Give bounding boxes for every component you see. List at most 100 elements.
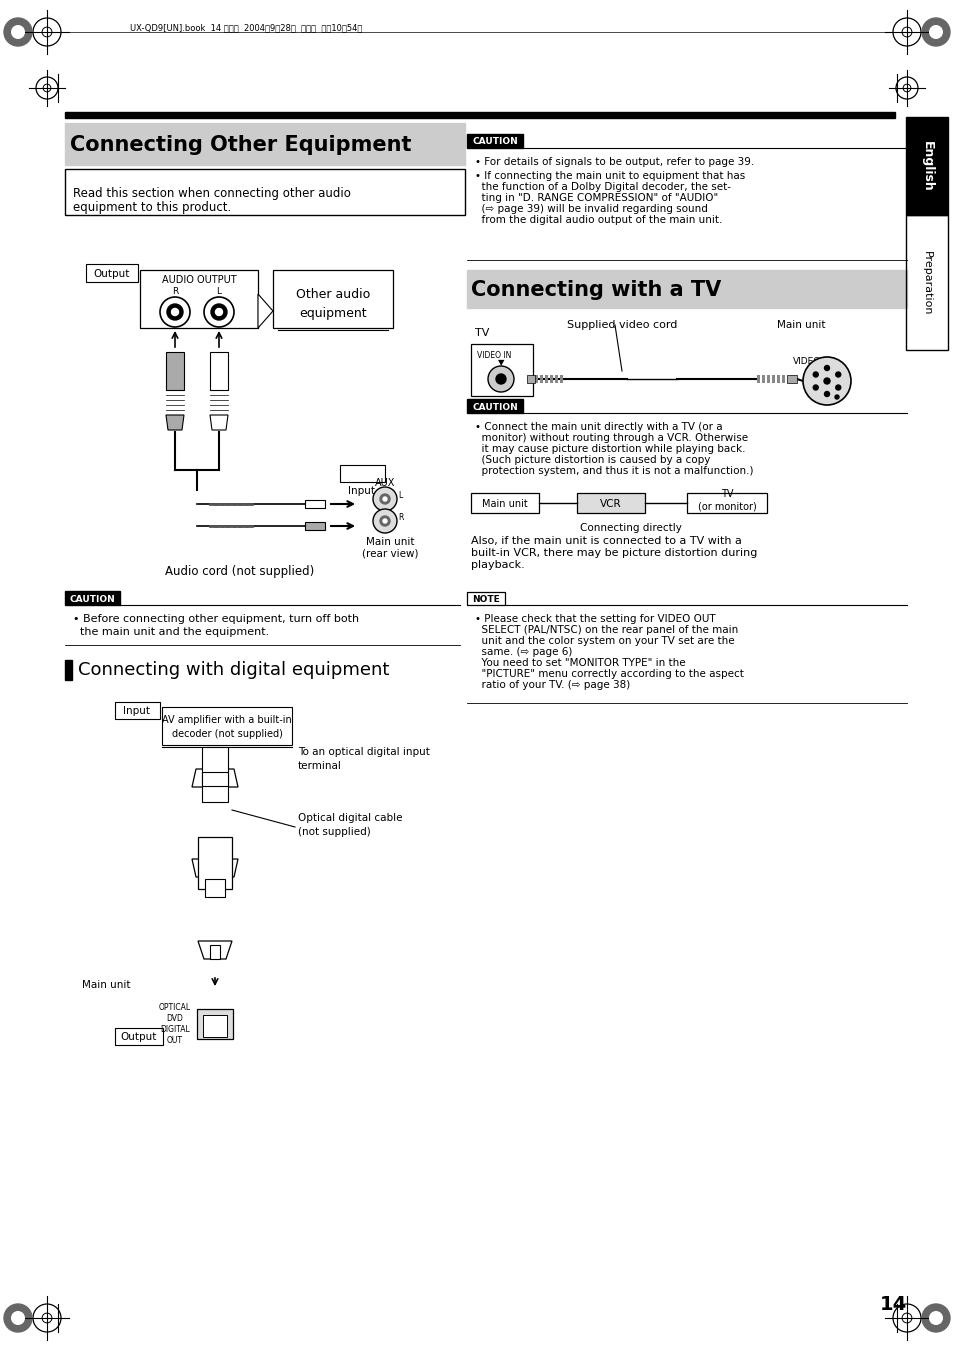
Text: • Please check that the setting for VIDEO OUT: • Please check that the setting for VIDE… (475, 613, 715, 624)
Bar (471, 493, 538, 513)
Text: Audio cord (not supplied): Audio cord (not supplied) (165, 566, 314, 578)
Text: • If connecting the main unit to equipment that has: • If connecting the main unit to equipme… (475, 172, 744, 181)
Text: monitor) without routing through a VCR. Otherwise: monitor) without routing through a VCR. … (475, 434, 747, 443)
Text: Connecting Other Equipment: Connecting Other Equipment (70, 135, 411, 155)
Text: ting in "D. RANGE COMPRESSION" of "AUDIO": ting in "D. RANGE COMPRESSION" of "AUDIO… (475, 193, 718, 203)
Text: from the digital audio output of the main unit.: from the digital audio output of the mai… (475, 215, 721, 226)
Circle shape (929, 26, 942, 38)
Bar (905, 215, 947, 350)
Polygon shape (192, 769, 237, 788)
Bar (86, 263, 138, 282)
Circle shape (167, 304, 183, 320)
Circle shape (4, 18, 32, 46)
Bar (65, 169, 464, 215)
Circle shape (812, 385, 818, 390)
Bar (65, 123, 464, 165)
Circle shape (823, 392, 828, 396)
Circle shape (921, 1304, 949, 1332)
Polygon shape (305, 500, 325, 508)
Bar (65, 112, 894, 118)
Text: built-in VCR, there may be picture distortion during: built-in VCR, there may be picture disto… (471, 549, 757, 558)
Text: VCR: VCR (599, 499, 621, 509)
Circle shape (11, 1312, 24, 1324)
Circle shape (11, 26, 24, 38)
Text: Optical digital cable
(not supplied): Optical digital cable (not supplied) (297, 813, 402, 836)
Text: unit and the color system on your TV set are the: unit and the color system on your TV set… (475, 636, 734, 646)
Text: To an optical digital input
terminal: To an optical digital input terminal (297, 747, 430, 770)
Polygon shape (166, 415, 184, 430)
Text: Connecting with a TV: Connecting with a TV (471, 280, 720, 300)
Text: equipment to this product.: equipment to this product. (73, 200, 231, 213)
Text: Output: Output (93, 269, 130, 280)
Polygon shape (535, 376, 537, 382)
Text: VIDEO: VIDEO (792, 357, 821, 366)
Bar (905, 118, 947, 215)
Text: same. (⇨ page 6): same. (⇨ page 6) (475, 647, 572, 657)
Polygon shape (198, 942, 232, 959)
Text: AV amplifier with a built-in
decoder (not supplied): AV amplifier with a built-in decoder (no… (162, 716, 292, 739)
Polygon shape (192, 859, 237, 877)
Circle shape (373, 509, 396, 534)
Bar (65, 661, 71, 680)
Polygon shape (766, 376, 769, 382)
Text: (rear view): (rear view) (361, 549, 417, 558)
Text: Also, if the main unit is connected to a TV with a: Also, if the main unit is connected to a… (471, 536, 741, 546)
Text: AUDIO OUTPUT: AUDIO OUTPUT (161, 276, 236, 285)
Text: • Before connecting other equipment, turn off both: • Before connecting other equipment, tur… (73, 613, 358, 624)
Text: Connecting with digital equipment: Connecting with digital equipment (78, 661, 389, 680)
Text: Preparation: Preparation (921, 251, 931, 315)
Bar (202, 747, 228, 802)
Text: (⇨ page 39) will be invalid regarding sound: (⇨ page 39) will be invalid regarding so… (475, 204, 707, 213)
Polygon shape (786, 376, 796, 382)
Polygon shape (166, 353, 184, 390)
Bar (198, 838, 232, 889)
Circle shape (379, 494, 390, 504)
Circle shape (921, 18, 949, 46)
Circle shape (373, 486, 396, 511)
Text: CAUTION: CAUTION (472, 403, 517, 412)
Text: Main unit: Main unit (82, 979, 131, 990)
Bar (65, 590, 120, 605)
Circle shape (210, 1012, 220, 1021)
Text: 14: 14 (879, 1296, 905, 1315)
Text: "PICTURE" menu correctly according to the aspect: "PICTURE" menu correctly according to th… (475, 669, 743, 680)
Circle shape (823, 366, 828, 370)
Bar (115, 1028, 163, 1046)
Bar (210, 944, 220, 959)
Text: Main unit: Main unit (481, 499, 527, 509)
Polygon shape (550, 376, 553, 382)
Polygon shape (559, 376, 562, 382)
Polygon shape (544, 376, 547, 382)
Circle shape (802, 357, 850, 405)
Text: AUX: AUX (375, 478, 395, 488)
Text: • For details of signals to be output, refer to page 39.: • For details of signals to be output, r… (475, 157, 754, 168)
Bar (207, 865, 223, 877)
Circle shape (823, 378, 829, 384)
Text: (Such picture distortion is caused by a copy: (Such picture distortion is caused by a … (475, 455, 710, 465)
Text: Main unit: Main unit (365, 536, 414, 547)
Polygon shape (305, 521, 325, 530)
Polygon shape (210, 353, 228, 390)
Polygon shape (526, 376, 535, 382)
Bar (203, 1015, 227, 1038)
Circle shape (835, 385, 840, 390)
Circle shape (382, 497, 387, 501)
Text: SELECT (PAL/NTSC) on the rear panel of the main: SELECT (PAL/NTSC) on the rear panel of t… (475, 626, 738, 635)
Bar (202, 771, 228, 786)
Text: Output: Output (121, 1032, 157, 1042)
Bar (273, 270, 393, 328)
Circle shape (211, 304, 227, 320)
Bar (467, 134, 522, 149)
Circle shape (379, 516, 390, 526)
Text: Supplied video cord: Supplied video cord (566, 320, 677, 330)
Polygon shape (776, 376, 780, 382)
Bar (205, 880, 225, 897)
Text: playback.: playback. (471, 561, 524, 570)
Circle shape (172, 308, 178, 316)
Text: the main unit and the equipment.: the main unit and the equipment. (73, 627, 269, 638)
Circle shape (4, 1304, 32, 1332)
Circle shape (834, 394, 838, 399)
Text: L: L (397, 492, 402, 500)
Text: NOTE: NOTE (472, 594, 499, 604)
Text: TV: TV (475, 328, 489, 338)
